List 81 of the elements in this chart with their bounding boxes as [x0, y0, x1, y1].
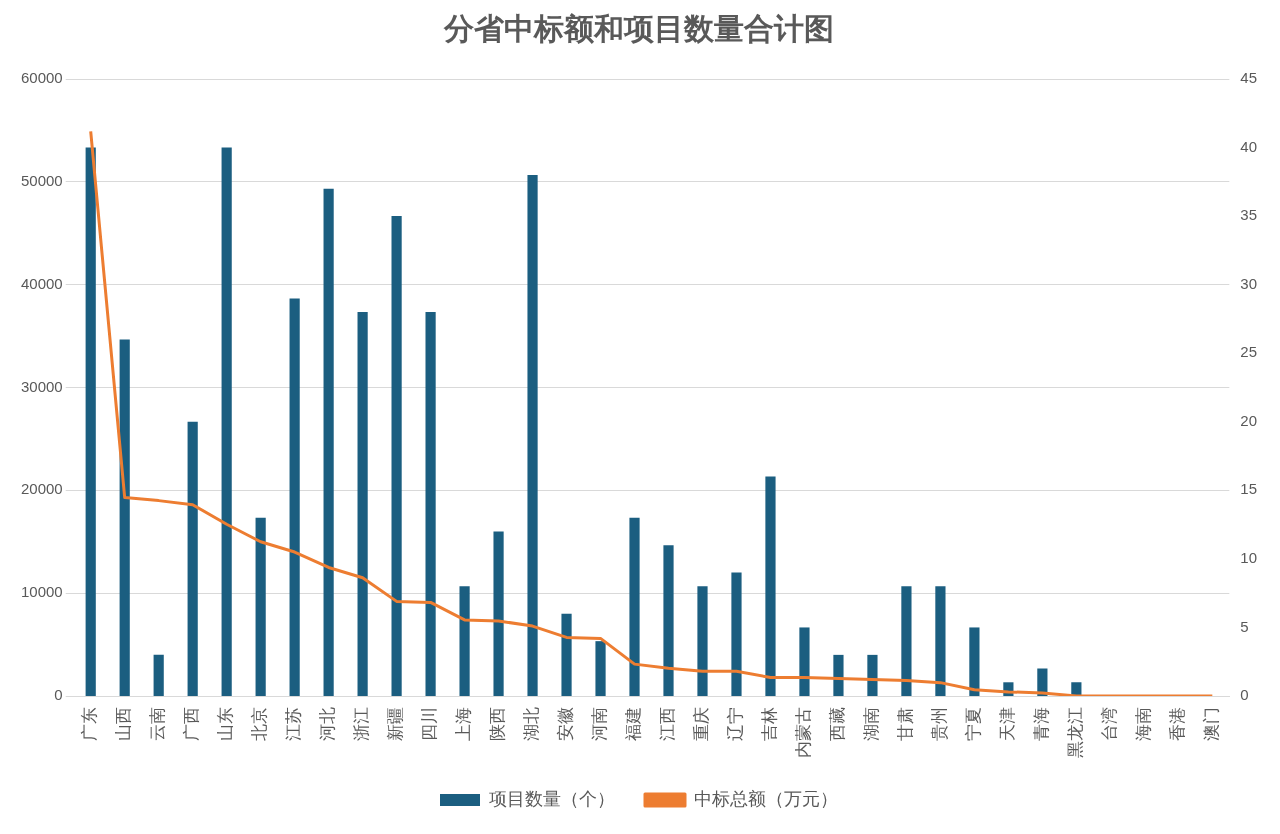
y2-tick-label: 0 — [1240, 686, 1249, 704]
x-tick-label: 香港 — [1166, 707, 1187, 741]
x-tick-label: 新疆 — [385, 707, 406, 741]
x-tick-label: 江西 — [656, 707, 677, 741]
y2-tick-label: 10 — [1240, 549, 1257, 567]
bar — [799, 627, 810, 696]
y-tick-label: 0 — [54, 686, 63, 704]
bar — [935, 586, 946, 696]
bar — [663, 545, 674, 696]
bar — [255, 517, 266, 696]
x-tick-label: 河南 — [588, 707, 609, 741]
x-tick-label: 江苏 — [283, 707, 304, 741]
bar — [731, 572, 742, 696]
bar — [697, 586, 708, 696]
x-tick-label: 黑龙江 — [1064, 707, 1085, 758]
x-tick-label: 山东 — [215, 707, 236, 741]
bar — [867, 654, 878, 696]
bar — [459, 586, 470, 696]
y-tick-label: 10000 — [20, 583, 63, 601]
x-tick-label: 内蒙古 — [792, 707, 813, 758]
x-tick-label: 海南 — [1132, 707, 1153, 741]
x-tick-label: 安徽 — [554, 707, 575, 741]
y-tick-label: 50000 — [20, 171, 63, 189]
y-tick-label: 40000 — [20, 274, 63, 292]
bar — [85, 147, 96, 696]
y2-tick-label: 30 — [1240, 274, 1257, 292]
x-tick-label: 台湾 — [1098, 707, 1119, 741]
x-tick-label: 辽宁 — [724, 707, 745, 741]
bar — [289, 298, 300, 696]
y2-tick-label: 20 — [1240, 411, 1257, 429]
y2-tick-label: 40 — [1240, 137, 1257, 155]
x-tick-label: 广东 — [79, 707, 100, 741]
x-tick-label: 青海 — [1030, 707, 1051, 741]
x-tick-label: 河北 — [317, 707, 338, 741]
y-tick-label: 30000 — [20, 377, 63, 395]
x-tick-label: 甘肃 — [894, 707, 915, 741]
y2-tick-label: 15 — [1240, 480, 1257, 498]
x-tick-label: 广西 — [181, 707, 202, 741]
bar — [221, 147, 232, 696]
y-tick-label: 20000 — [20, 480, 63, 498]
bar — [187, 421, 198, 696]
bar — [425, 312, 436, 696]
x-tick-label: 宁夏 — [962, 707, 983, 741]
bar — [323, 188, 334, 696]
bar — [527, 174, 538, 696]
x-tick-label: 云南 — [147, 707, 168, 741]
x-tick-label: 吉林 — [758, 707, 779, 741]
x-tick-label: 湖南 — [860, 707, 881, 741]
x-tick-label: 湖北 — [520, 707, 541, 741]
x-tick-label: 上海 — [453, 707, 473, 741]
bar — [561, 613, 572, 696]
bar — [153, 654, 164, 696]
bar — [119, 339, 130, 696]
y2-tick-label: 25 — [1240, 343, 1257, 361]
x-tick-label: 山西 — [113, 707, 134, 741]
legend-label: 中标总额（万元） — [694, 787, 838, 809]
bar — [391, 216, 402, 696]
bar — [493, 531, 504, 696]
y-tick-label: 60000 — [20, 69, 63, 87]
x-tick-label: 福建 — [622, 707, 643, 741]
y2-tick-label: 5 — [1240, 617, 1249, 635]
x-tick-label: 澳门 — [1200, 707, 1221, 741]
bar — [357, 312, 368, 696]
x-tick-label: 北京 — [249, 707, 270, 741]
y2-tick-label: 35 — [1240, 206, 1257, 224]
x-tick-label: 浙江 — [351, 707, 372, 741]
x-tick-label: 陕西 — [486, 707, 507, 741]
x-tick-label: 四川 — [419, 707, 440, 741]
bar — [595, 641, 606, 696]
chart-title: 分省中标额和项目数量合计图 — [443, 10, 834, 46]
x-tick-label: 天津 — [996, 707, 1017, 741]
x-tick-label: 贵州 — [928, 707, 949, 741]
bar — [765, 476, 776, 696]
x-tick-label: 重庆 — [690, 707, 711, 741]
bar — [629, 517, 640, 696]
x-tick-label: 西藏 — [826, 707, 847, 741]
y2-tick-label: 45 — [1240, 69, 1257, 87]
bar — [901, 586, 912, 696]
bar — [969, 627, 980, 696]
legend-label: 项目数量（个） — [489, 787, 615, 809]
bar — [833, 654, 844, 696]
